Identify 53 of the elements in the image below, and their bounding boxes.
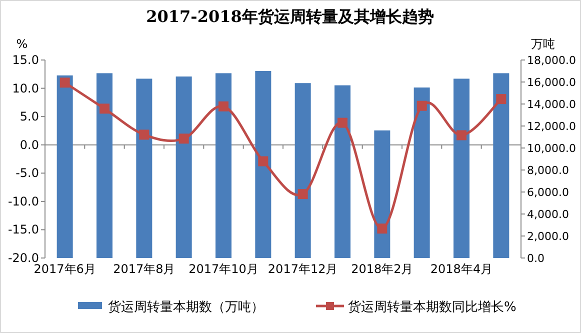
y2-axis-title: 万吨 (531, 37, 555, 51)
y-tick-label: 15.0 (12, 53, 39, 67)
x-tick-label: 2017年10月 (188, 262, 258, 276)
point (338, 118, 348, 128)
legend-label: 货运周转量本期数（万吨） (108, 300, 264, 315)
x-tick-label: 2017年12月 (268, 262, 338, 276)
point (416, 100, 427, 111)
x-tick-label: 2017年6月 (34, 262, 96, 276)
point (100, 104, 110, 114)
bar (294, 83, 311, 258)
x-tick-label: 2017年8月 (113, 262, 176, 276)
bar (216, 73, 232, 258)
x-tick-label: 2018年2月 (351, 262, 414, 276)
bar (374, 130, 390, 258)
y2-tick-label: 18,000.0 (527, 54, 576, 67)
y-tick-label: 10.0 (12, 81, 39, 96)
y-tick-label: -5.0 (16, 166, 39, 180)
legend-label: 货运周转量本期数同比增长% (348, 300, 516, 315)
y-tick-label: 0.0 (20, 138, 39, 152)
x-tick-label: 2018年4月 (430, 262, 493, 276)
y2-tick-label: 14,000.0 (527, 98, 576, 111)
y2-tick-label: 10,000.0 (527, 142, 576, 155)
bar (176, 76, 192, 258)
point (456, 130, 466, 140)
point (298, 189, 308, 200)
y2-tick-label: 16,000.0 (527, 76, 576, 89)
bar (56, 75, 73, 258)
y-tick-label: -10.0 (8, 194, 39, 208)
chart-title: 2017-2018年货运周转量及其增长趋势 (146, 7, 434, 26)
y-tick-label: -20.0 (8, 251, 39, 265)
point (496, 94, 506, 104)
bar (96, 73, 112, 258)
y-axis-title: % (16, 37, 28, 51)
point (178, 134, 189, 144)
y-tick-label: 5.0 (20, 110, 39, 124)
bar (334, 85, 350, 258)
y2-tick-label: 4,000.0 (527, 208, 569, 221)
bar (255, 71, 272, 258)
y2-tick-label: 6,000.0 (527, 186, 569, 199)
y2-tick-label: 12,000.0 (527, 120, 576, 133)
point (377, 224, 388, 234)
bar (493, 73, 510, 258)
y2-tick-label: 8,000.0 (527, 164, 569, 177)
bar (454, 78, 470, 258)
y2-tick-label: 0.0 (527, 252, 544, 265)
point (218, 101, 228, 112)
point (60, 78, 70, 88)
bar (414, 88, 430, 258)
point (258, 156, 268, 166)
y2-tick-label: 2,000.0 (527, 230, 569, 243)
y-tick-label: -15.0 (8, 222, 39, 237)
bar (136, 78, 152, 258)
point (139, 130, 150, 140)
